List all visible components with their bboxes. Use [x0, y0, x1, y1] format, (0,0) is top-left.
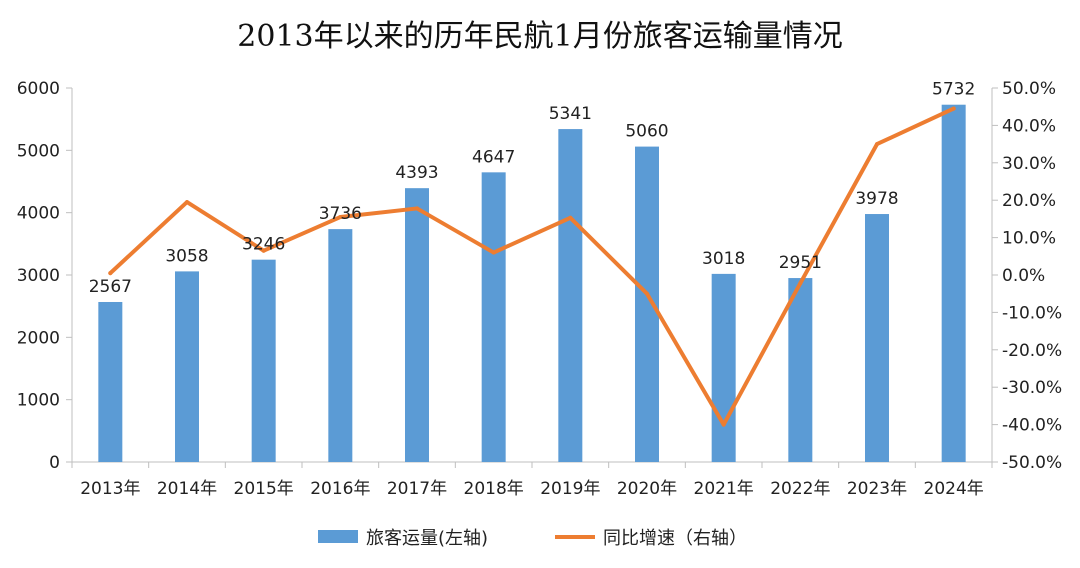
- growth-point-2022年: [798, 281, 803, 286]
- growth-point-2019年: [568, 215, 573, 220]
- growth-point-2021年: [721, 422, 726, 427]
- left-axis-tick-label: 2000: [17, 328, 60, 348]
- right-axis-tick-label: -40.0%: [1002, 416, 1062, 436]
- bar-2021年: [711, 273, 736, 462]
- bar-data-label: 5732: [932, 80, 975, 100]
- x-axis-tick-label: 2016年: [310, 479, 370, 499]
- bar-2019年: [558, 129, 583, 462]
- right-axis-tick-label: 30.0%: [1002, 154, 1056, 174]
- right-axis-tick-label: 50.0%: [1002, 79, 1056, 99]
- x-axis-tick-label: 2022年: [770, 479, 830, 499]
- bar-data-label: 4393: [395, 163, 438, 183]
- bar-data-label: 3018: [702, 249, 745, 269]
- legend-swatch-passengers: [318, 530, 358, 543]
- right-axis-tick-label: -50.0%: [1002, 453, 1062, 473]
- bar-2024年: [941, 104, 966, 463]
- bar-2022年: [788, 278, 813, 462]
- bar-2014年: [175, 271, 199, 462]
- bar-data-label: 2951: [779, 253, 822, 273]
- growth-line: [108, 106, 956, 427]
- right-axis-tick-label: -20.0%: [1002, 341, 1062, 361]
- left-axis-tick-label: 6000: [17, 79, 60, 99]
- x-axis-tick-label: 2017年: [387, 479, 447, 499]
- right-axis-tick-label: 10.0%: [1002, 229, 1056, 249]
- x-axis-tick-label: 2015年: [234, 479, 294, 499]
- x-axis-tick-label: 2018年: [464, 479, 524, 499]
- left-axis-tick-label: 1000: [17, 391, 60, 411]
- growth-point-2015年: [261, 248, 266, 253]
- bar-2013年: [98, 301, 123, 462]
- growth-point-2016年: [338, 215, 343, 220]
- x-axis-tick-label: 2021年: [694, 479, 754, 499]
- x-axis-tick-label: 2023年: [847, 479, 907, 499]
- bar-data-label: 3058: [165, 246, 208, 266]
- right-axis-tick-label: 40.0%: [1002, 116, 1056, 136]
- bar-data-label: 3978: [855, 189, 898, 209]
- growth-point-2023年: [875, 142, 879, 147]
- growth-point-2024年: [951, 106, 956, 111]
- left-axis-tick-label: 3000: [17, 266, 60, 286]
- chart-title: 2013年以来的历年民航1月份旅客运输量情况: [237, 19, 842, 54]
- bar-data-label: 5060: [625, 122, 668, 142]
- growth-point-2017年: [415, 206, 419, 211]
- right-axis-tick-label: 0.0%: [1002, 266, 1045, 286]
- plot-area: 0 1000 2000 3000 4000 5000 6000 -50.0% -40.0% -30…: [17, 79, 1062, 499]
- x-axis-tick-label: 2019年: [540, 479, 600, 499]
- bar-data-label: 3736: [319, 204, 362, 224]
- legend-label-growth: 同比增速（右轴）: [603, 528, 747, 549]
- left-axis-tick-label: 5000: [17, 141, 60, 161]
- bar-2016年: [328, 229, 353, 462]
- bar-2015年: [251, 259, 276, 462]
- growth-point-2020年: [645, 291, 649, 296]
- legend-label-passengers: 旅客运量(左轴): [366, 528, 488, 549]
- right-axis-tick-label: -30.0%: [1002, 378, 1062, 398]
- bar-data-label: 5341: [549, 104, 592, 124]
- right-axis-tick-label: 20.0%: [1002, 191, 1056, 211]
- bar-data-label: 2567: [89, 277, 132, 297]
- growth-point-2013年: [108, 271, 113, 276]
- bar-data-label: 3246: [242, 235, 285, 255]
- growth-point-2018年: [491, 250, 496, 255]
- x-axis-tick-label: 2024年: [924, 479, 984, 499]
- left-axis-tick-label: 4000: [17, 204, 60, 224]
- bar-2017年: [405, 188, 429, 462]
- bar-2018年: [481, 172, 506, 462]
- legend: 旅客运量(左轴) 同比增速（右轴）: [318, 528, 747, 549]
- bar-2023年: [865, 214, 889, 462]
- x-axis-tick-label: 2014年: [157, 479, 217, 499]
- growth-point-2014年: [185, 200, 189, 205]
- x-axis-tick-label: 2020年: [617, 479, 677, 499]
- right-axis-tick-label: -10.0%: [1002, 303, 1062, 323]
- x-axis-tick-label: 2013年: [80, 479, 140, 499]
- left-axis-tick-label: 0: [49, 453, 60, 473]
- bar-data-label: 4647: [472, 147, 515, 167]
